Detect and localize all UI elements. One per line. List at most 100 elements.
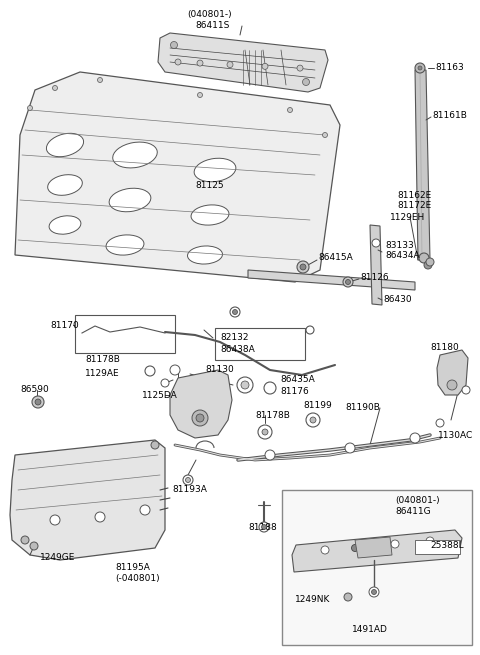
- Text: 86438A: 86438A: [220, 345, 255, 354]
- Polygon shape: [292, 530, 462, 572]
- Circle shape: [323, 132, 327, 138]
- Circle shape: [21, 536, 29, 544]
- Polygon shape: [415, 70, 430, 260]
- Circle shape: [52, 86, 58, 90]
- Text: 81176: 81176: [280, 386, 309, 396]
- Ellipse shape: [188, 246, 223, 264]
- Text: (040801-): (040801-): [188, 10, 232, 20]
- Text: 82132: 82132: [220, 333, 249, 341]
- Circle shape: [196, 414, 204, 422]
- Text: 81172E: 81172E: [397, 202, 431, 210]
- Text: 81199: 81199: [303, 400, 332, 409]
- Text: 1491AD: 1491AD: [352, 626, 388, 635]
- Circle shape: [32, 396, 44, 408]
- Text: 81178B: 81178B: [255, 411, 290, 419]
- Circle shape: [241, 381, 249, 389]
- Circle shape: [415, 63, 425, 73]
- Circle shape: [262, 525, 266, 529]
- Circle shape: [297, 261, 309, 273]
- Circle shape: [264, 382, 276, 394]
- Ellipse shape: [48, 175, 83, 195]
- Text: 81195A: 81195A: [115, 563, 150, 572]
- Text: 86415A: 86415A: [318, 253, 353, 263]
- Polygon shape: [355, 537, 392, 558]
- Circle shape: [424, 261, 432, 269]
- Circle shape: [170, 41, 178, 48]
- Circle shape: [262, 429, 268, 435]
- Circle shape: [372, 590, 376, 595]
- Circle shape: [344, 593, 352, 601]
- Circle shape: [419, 253, 429, 263]
- Polygon shape: [10, 440, 165, 560]
- Text: 81190B: 81190B: [345, 403, 380, 413]
- Ellipse shape: [113, 142, 157, 168]
- Circle shape: [288, 107, 292, 113]
- Text: 86430: 86430: [383, 295, 412, 305]
- Text: 81188: 81188: [248, 523, 277, 533]
- Polygon shape: [170, 370, 232, 438]
- Circle shape: [35, 399, 41, 405]
- Text: 83133: 83133: [385, 240, 414, 250]
- Text: 81162E: 81162E: [397, 191, 431, 200]
- Circle shape: [345, 443, 355, 453]
- Text: 81170: 81170: [50, 320, 79, 329]
- Circle shape: [262, 64, 268, 69]
- Text: 1249NK: 1249NK: [295, 595, 330, 605]
- Circle shape: [183, 475, 193, 485]
- Circle shape: [95, 512, 105, 522]
- Circle shape: [436, 419, 444, 427]
- Circle shape: [310, 417, 316, 423]
- Circle shape: [343, 277, 353, 287]
- Circle shape: [197, 92, 203, 98]
- Polygon shape: [158, 33, 328, 92]
- Text: 86411S: 86411S: [196, 22, 230, 31]
- Text: 81161B: 81161B: [432, 111, 467, 119]
- Circle shape: [237, 377, 253, 393]
- Circle shape: [175, 59, 181, 65]
- Text: 1249GE: 1249GE: [40, 553, 75, 563]
- Circle shape: [161, 379, 169, 387]
- Text: 1129EH: 1129EH: [390, 212, 425, 221]
- Text: 86435A: 86435A: [280, 375, 315, 384]
- Bar: [215, 328, 305, 360]
- Circle shape: [192, 410, 208, 426]
- Text: 1129AE: 1129AE: [85, 369, 120, 377]
- Circle shape: [297, 65, 303, 71]
- Circle shape: [259, 522, 269, 532]
- Circle shape: [258, 425, 272, 439]
- Circle shape: [97, 77, 103, 83]
- Text: 1130AC: 1130AC: [438, 430, 473, 440]
- Ellipse shape: [47, 133, 84, 157]
- Circle shape: [426, 537, 434, 545]
- Circle shape: [300, 264, 306, 270]
- Text: 81180: 81180: [430, 343, 459, 352]
- Circle shape: [321, 546, 329, 554]
- Circle shape: [372, 239, 380, 247]
- Circle shape: [447, 380, 457, 390]
- Text: 1125DA: 1125DA: [142, 390, 178, 400]
- Circle shape: [462, 386, 470, 394]
- Text: 81193A: 81193A: [172, 485, 207, 495]
- Circle shape: [410, 433, 420, 443]
- Circle shape: [140, 505, 150, 515]
- Text: (-040801): (-040801): [115, 574, 160, 582]
- Text: (040801-): (040801-): [395, 495, 440, 504]
- Circle shape: [302, 79, 310, 86]
- Circle shape: [30, 542, 38, 550]
- Circle shape: [391, 540, 399, 548]
- Ellipse shape: [49, 215, 81, 234]
- Circle shape: [426, 258, 434, 266]
- Circle shape: [346, 280, 350, 284]
- Circle shape: [232, 310, 238, 314]
- Circle shape: [230, 307, 240, 317]
- Polygon shape: [248, 270, 415, 290]
- Ellipse shape: [194, 159, 236, 181]
- Ellipse shape: [109, 188, 151, 212]
- Circle shape: [27, 105, 33, 111]
- Circle shape: [185, 477, 191, 483]
- Bar: [282, 490, 472, 645]
- Circle shape: [351, 544, 359, 552]
- Polygon shape: [437, 350, 468, 395]
- Text: 86434A: 86434A: [385, 250, 420, 259]
- Text: 86411G: 86411G: [395, 508, 431, 517]
